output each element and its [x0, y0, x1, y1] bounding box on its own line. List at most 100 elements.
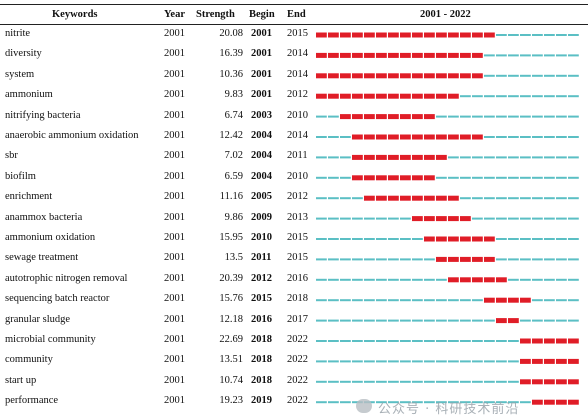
baseline-segment: [328, 360, 339, 363]
burst-segment: [364, 175, 375, 181]
burst-segment: [316, 32, 327, 38]
baseline-segment: [352, 380, 363, 383]
row-end: 2018: [287, 293, 308, 305]
baseline-segment: [316, 136, 327, 138]
baseline-segment: [484, 360, 495, 363]
baseline-segment: [496, 156, 507, 159]
baseline-segment: [508, 95, 519, 98]
burst-segment: [496, 297, 507, 303]
baseline-segment: [520, 401, 531, 404]
baseline-segment: [436, 380, 447, 383]
burst-segment: [412, 216, 423, 222]
baseline-segment: [484, 340, 495, 342]
baseline-segment: [472, 360, 483, 363]
burst-bar-row: [316, 175, 579, 181]
baseline-segment: [412, 238, 423, 240]
burst-segment: [532, 338, 543, 344]
burst-bar-row: [316, 338, 579, 344]
baseline-segment: [532, 54, 543, 57]
baseline-segment: [424, 278, 435, 281]
row-end: 2022: [287, 395, 308, 407]
watermark: 公众号 · 科研技术前沿: [378, 402, 520, 417]
header-year: Year: [164, 9, 185, 20]
burst-segment: [388, 154, 399, 160]
baseline-segment: [328, 299, 339, 302]
row-keyword: biofilm: [5, 170, 36, 182]
baseline-segment: [352, 217, 363, 220]
baseline-segment: [424, 380, 435, 383]
baseline-segment: [568, 299, 579, 302]
baseline-segment: [532, 34, 543, 36]
burst-segment: [460, 52, 471, 58]
baseline-segment: [340, 340, 351, 342]
baseline-segment: [568, 34, 579, 36]
baseline-segment: [460, 156, 471, 159]
baseline-segment: [328, 156, 339, 159]
row-year: 2001: [164, 272, 185, 284]
baseline-segment: [412, 319, 423, 322]
burst-segment: [556, 399, 567, 405]
burst-segment: [472, 73, 483, 79]
baseline-segment: [448, 156, 459, 159]
baseline-segment: [508, 278, 519, 281]
row-year: 2001: [164, 334, 185, 345]
burst-segment: [364, 32, 375, 38]
baseline-segment: [460, 197, 471, 200]
row-strength: 15.76: [219, 293, 243, 305]
baseline-segment: [340, 217, 351, 220]
burst-segment: [328, 73, 339, 79]
burst-segment: [364, 154, 375, 160]
burst-segment: [364, 93, 375, 99]
burst-segment: [460, 277, 471, 283]
burst-segment: [472, 134, 483, 140]
burst-segment: [448, 134, 459, 140]
baseline-segment: [556, 258, 567, 261]
burst-segment: [364, 52, 375, 58]
baseline-segment: [484, 380, 495, 383]
baseline-segment: [316, 401, 327, 404]
baseline-segment: [352, 319, 363, 322]
burst-segment: [448, 236, 459, 242]
burst-segment: [376, 134, 387, 140]
baseline-segment: [316, 217, 327, 220]
baseline-segment: [460, 360, 471, 363]
row-year: 2001: [164, 89, 185, 101]
baseline-segment: [520, 278, 531, 281]
baseline-segment: [472, 380, 483, 383]
baseline-segment: [556, 299, 567, 302]
baseline-segment: [388, 299, 399, 302]
burst-segment: [388, 32, 399, 38]
burst-bar-row: [316, 114, 579, 120]
baseline-segment: [568, 217, 579, 220]
row-end: 2022: [287, 374, 308, 386]
baseline-segment: [532, 299, 543, 302]
baseline-segment: [376, 319, 387, 322]
baseline-segment: [412, 278, 423, 281]
baseline-segment: [340, 238, 351, 240]
burst-bar-row: [316, 93, 579, 99]
baseline-segment: [532, 136, 543, 138]
baseline-segment: [340, 258, 351, 261]
baseline-segment: [496, 258, 507, 261]
burst-segment: [376, 52, 387, 58]
baseline-segment: [568, 278, 579, 281]
baseline-segment: [544, 136, 555, 138]
baseline-segment: [556, 34, 567, 36]
baseline-segment: [460, 319, 471, 322]
baseline-segment: [484, 136, 495, 138]
baseline-segment: [568, 258, 579, 261]
baseline-segment: [448, 380, 459, 383]
baseline-segment: [388, 319, 399, 322]
burst-segment: [448, 216, 459, 222]
baseline-segment: [328, 340, 339, 342]
burst-segment: [436, 73, 447, 79]
burst-segment: [412, 114, 423, 120]
row-strength: 12.18: [219, 313, 243, 325]
baseline-segment: [484, 156, 495, 159]
row-keyword: ammonium: [5, 89, 53, 101]
baseline-segment: [436, 176, 447, 179]
row-strength: 22.69: [219, 334, 243, 345]
baseline-segment: [328, 319, 339, 322]
baseline-segment: [496, 34, 507, 36]
burst-segment: [520, 379, 531, 385]
